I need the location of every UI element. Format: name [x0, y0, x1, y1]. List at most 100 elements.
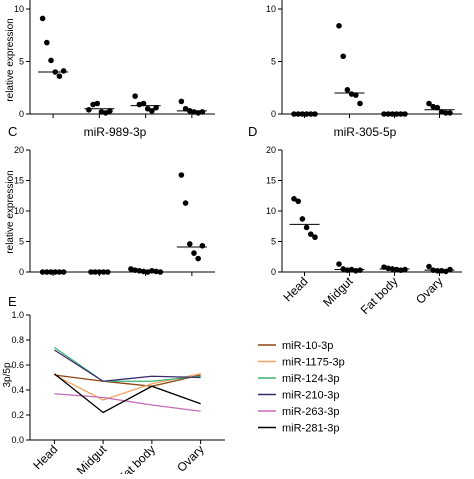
data-point: [107, 108, 113, 114]
data-point: [299, 216, 306, 222]
data-point: [402, 266, 408, 273]
panel-letter: C: [8, 124, 17, 139]
series-line: [53, 373, 201, 414]
y-tick-label: 0: [271, 109, 276, 119]
legend-label: miR-124-3p: [282, 373, 339, 385]
data-point: [39, 15, 46, 22]
data-point: [312, 234, 318, 241]
data-point: [385, 265, 392, 272]
y-tick-label: 0.6: [11, 360, 24, 370]
x-category-label: Ovary: [413, 274, 446, 307]
legend-label: miR-210-3p: [282, 390, 339, 402]
x-category-label: Ovary: [174, 442, 207, 474]
panel-c: 0 5 10 15 20 relative expression miR-989-3p C: [5, 124, 215, 277]
x-category-label: Midgut: [74, 442, 110, 474]
y-tick-label: 1.0: [11, 310, 24, 320]
data-point: [447, 266, 453, 273]
y-tick-label: 15: [14, 176, 24, 186]
data-point: [443, 110, 449, 116]
panel-e: 0.0 0.2 0.4 0.6 0.8 1.0 Head Midgut Fat body Ovar…: [2, 294, 345, 479]
legend-label: miR-10-3p: [282, 340, 333, 352]
data-point: [144, 269, 151, 275]
y-tick-label: 15: [266, 176, 276, 186]
series-line: [54, 346, 201, 382]
y-tick-label: 10: [266, 206, 276, 216]
data-point: [153, 104, 159, 111]
y-tick-label: 0: [271, 267, 276, 277]
data-point: [344, 87, 351, 93]
series-line: [54, 349, 201, 382]
y-tick-label: 10: [14, 4, 24, 14]
y-axis-label: 3p/5p: [2, 362, 13, 387]
data-point: [60, 68, 67, 74]
data-point: [140, 100, 147, 107]
y-axis-label: relative expression: [5, 170, 16, 253]
data-point: [340, 266, 347, 272]
data-point: [291, 196, 297, 202]
data-point: [102, 110, 109, 116]
data-point: [353, 92, 359, 98]
data-point: [426, 263, 432, 270]
x-category-label: Fat body: [115, 442, 158, 474]
data-point: [157, 269, 164, 275]
panel-title: miR-305-5p: [334, 125, 397, 139]
data-point: [144, 105, 151, 112]
data-point: [336, 261, 342, 267]
data-point: [357, 267, 363, 273]
data-point: [434, 267, 441, 274]
data-point: [149, 108, 155, 114]
y-tick-label: 0.0: [11, 435, 24, 445]
y-tick-label: 20: [14, 145, 24, 155]
data-point: [98, 109, 105, 115]
data-point: [56, 73, 63, 79]
data-point: [178, 98, 185, 105]
data-point: [191, 250, 197, 256]
data-point: [178, 172, 185, 178]
y-axis-label: relative expression: [5, 18, 16, 101]
y-tick-label: 5: [271, 57, 276, 67]
data-point: [90, 101, 96, 108]
data-point: [199, 109, 206, 115]
y-tick-label: 5: [19, 237, 24, 247]
data-point: [149, 267, 155, 274]
data-point: [136, 267, 143, 274]
y-tick-label: 0.2: [11, 410, 24, 420]
data-point: [336, 23, 342, 29]
legend-label: miR-281-3p: [282, 423, 339, 435]
data-point: [199, 242, 206, 249]
data-point: [132, 93, 138, 99]
data-point: [344, 267, 351, 273]
data-point: [94, 100, 101, 107]
data-point: [357, 100, 363, 107]
data-point: [340, 53, 347, 60]
x-category-label: Midgut: [320, 274, 356, 310]
data-point: [303, 224, 310, 231]
panel-title: miR-989-3p: [84, 125, 147, 139]
data-point: [295, 198, 302, 205]
x-category-label: Fat body: [358, 274, 401, 317]
data-point: [393, 266, 400, 273]
data-point: [438, 109, 445, 115]
data-point: [447, 110, 453, 116]
data-point: [44, 39, 50, 46]
series-line: [54, 393, 201, 412]
data-point: [195, 255, 201, 262]
panel-letter: D: [248, 124, 257, 139]
data-point: [182, 200, 189, 206]
legend-label: miR-263-3p: [282, 406, 339, 418]
series-line: [54, 374, 201, 387]
y-tick-label: 5: [19, 57, 24, 67]
data-point: [434, 104, 441, 111]
data-point: [48, 57, 54, 64]
legend-label: miR-1175-3p: [282, 357, 345, 369]
y-tick-label: 0.4: [11, 385, 24, 395]
x-category-label: Head: [30, 442, 60, 472]
data-point: [195, 110, 201, 116]
data-point: [438, 267, 445, 274]
x-category-label: Head: [280, 274, 310, 304]
panel-d: 0 5 10 15 20 Head Midgut Fat body Ovary miR-305-5…: [248, 124, 462, 317]
data-point: [426, 100, 432, 107]
y-tick-label: 20: [266, 145, 276, 155]
data-point: [430, 103, 437, 110]
